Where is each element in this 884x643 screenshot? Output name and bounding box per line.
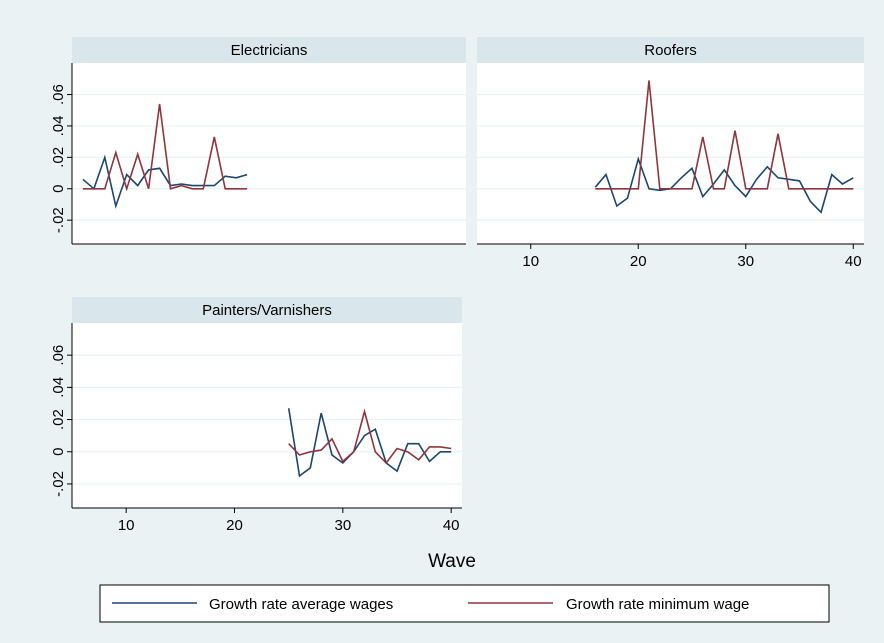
panel-title-painters-varnishers: Painters/Varnishers (202, 302, 332, 319)
panel-title-roofers: Roofers (644, 42, 697, 59)
y-tick-label-painters-varnishers: -.02 (50, 471, 67, 497)
y-tick-label-electricians: .06 (50, 84, 67, 105)
legend-label-min: Growth rate minimum wage (566, 596, 749, 613)
x-tick-label-roofers: 30 (737, 253, 754, 270)
plot-area-roofers (477, 63, 864, 244)
plot-area-painters-varnishers (72, 323, 462, 508)
plot-area-electricians (72, 63, 466, 244)
series-line-min-roofers (595, 80, 854, 190)
series-line-min-electricians (82, 103, 248, 192)
series-line-avg-electricians (82, 154, 248, 209)
x-tick-label-painters-varnishers: 20 (226, 517, 243, 534)
y-tick-label-electricians: .02 (50, 147, 67, 168)
y-tick-label-electricians: .04 (50, 116, 67, 137)
x-tick-label-painters-varnishers: 30 (334, 517, 351, 534)
panel-header-painters-varnishers (72, 297, 462, 323)
y-tick-label-electricians: -.02 (50, 207, 67, 233)
panel-header-electricians (72, 37, 466, 63)
panel-title-electricians: Electricians (231, 42, 308, 59)
x-tick-label-roofers: 10 (522, 253, 539, 270)
panel-header-roofers (477, 37, 864, 63)
x-tick-label-painters-varnishers: 10 (118, 517, 135, 534)
series-line-min-painters-varnishers (288, 408, 452, 465)
y-tick-label-painters-varnishers: .02 (50, 409, 67, 430)
y-tick-label-painters-varnishers: .06 (50, 345, 67, 366)
y-tick-label-painters-varnishers: .04 (50, 377, 67, 398)
legend-label-avg: Growth rate average wages (209, 596, 393, 613)
x-axis-title: Wave (428, 551, 476, 572)
x-tick-label-roofers: 20 (630, 253, 647, 270)
y-tick-label-painters-varnishers: 0 (50, 448, 67, 456)
x-tick-label-roofers: 40 (845, 253, 862, 270)
legend-box (99, 584, 830, 623)
series-line-avg-roofers (594, 156, 854, 214)
y-tick-label-electricians: 0 (50, 185, 67, 193)
x-tick-label-painters-varnishers: 40 (443, 517, 460, 534)
